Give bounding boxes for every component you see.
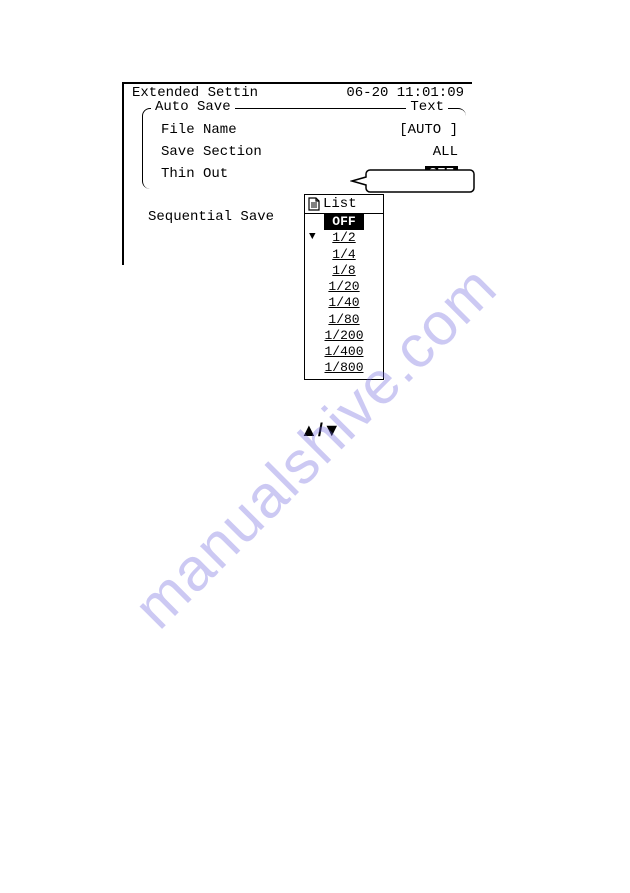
file-name-value: [AUTO ] xyxy=(399,122,458,138)
document-icon xyxy=(308,197,320,211)
list-item[interactable]: 1/2 xyxy=(305,230,383,246)
list-item[interactable]: 1/400 xyxy=(305,344,383,360)
list-item[interactable]: 1/8 xyxy=(305,263,383,279)
nav-arrows: ▲/▼ xyxy=(300,420,341,441)
group-legend-left: Auto Save xyxy=(151,99,235,115)
list-item-selected[interactable]: OFF xyxy=(324,214,364,230)
save-section-label: Save Section xyxy=(161,144,262,160)
list-items: ▼ OFF 1/2 1/4 1/8 1/20 1/40 1/80 1/200 1… xyxy=(305,214,383,379)
list-item[interactable]: 1/200 xyxy=(305,328,383,344)
list-item[interactable]: 1/4 xyxy=(305,247,383,263)
scroll-down-icon: ▼ xyxy=(309,231,316,243)
group-legend-right: Text xyxy=(406,99,448,115)
field-file-name[interactable]: File Name [AUTO ] xyxy=(151,119,458,141)
list-item[interactable]: 1/800 xyxy=(305,360,383,376)
list-item[interactable]: 1/40 xyxy=(305,295,383,311)
list-title-text: List xyxy=(323,196,357,212)
list-item[interactable]: 1/80 xyxy=(305,312,383,328)
save-section-value: ALL xyxy=(433,144,458,160)
thin-out-list[interactable]: List ▼ OFF 1/2 1/4 1/8 1/20 1/40 1/80 1/… xyxy=(304,194,384,380)
thin-out-label: Thin Out xyxy=(161,166,228,182)
list-header: List xyxy=(305,195,383,214)
sequential-save-label: Sequential Save xyxy=(124,195,472,265)
file-name-label: File Name xyxy=(161,122,237,138)
list-item[interactable]: 1/20 xyxy=(305,279,383,295)
